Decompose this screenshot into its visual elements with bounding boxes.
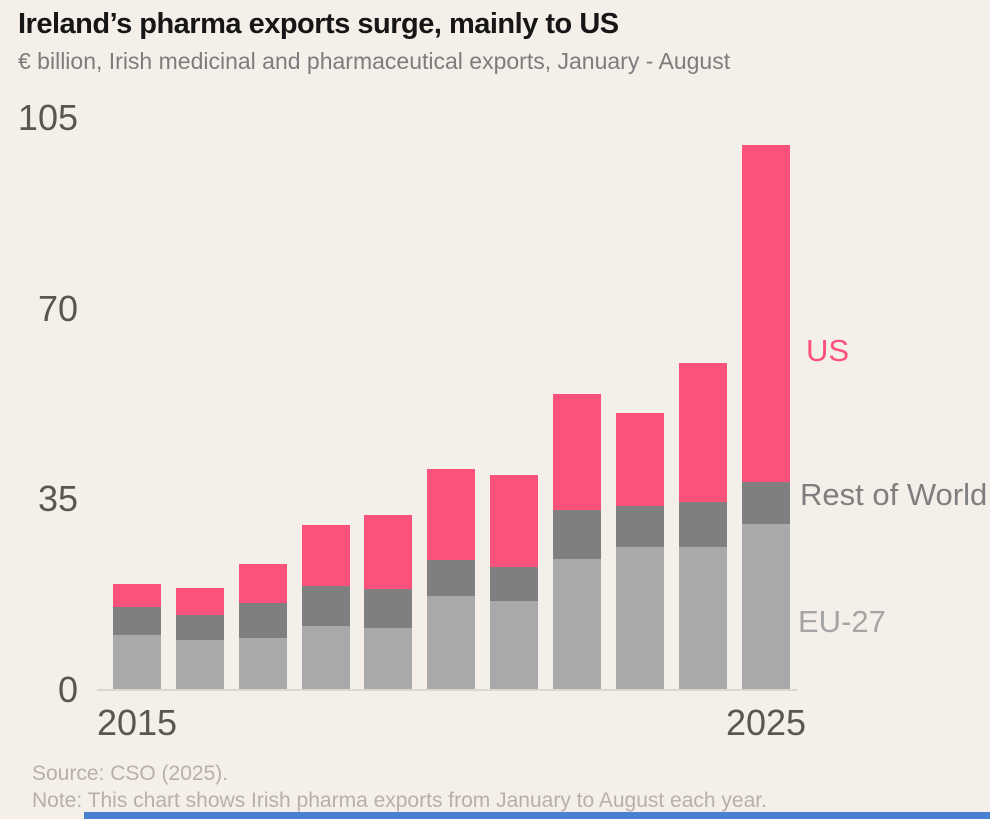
bar-segment-2023-us <box>616 412 664 507</box>
y-tick-label-0: 0 <box>57 669 78 710</box>
page-title: Ireland’s pharma exports surge, mainly t… <box>18 8 619 40</box>
y-tick-label-35: 35 <box>37 478 78 520</box>
bar-segment-2015-us <box>113 584 161 608</box>
bar-segment-2015-rest-of-world <box>113 607 161 635</box>
source-text: Source: CSO (2025). <box>32 762 229 785</box>
bar-segment-2024-eu-27 <box>679 547 727 690</box>
bottom-accent-bar <box>84 812 990 819</box>
y-tick-label-70: 70 <box>37 287 78 329</box>
bar-segment-2021-rest-of-world <box>490 567 538 602</box>
bar-segment-2018-us <box>302 525 350 587</box>
y-tick-label-105: 105 <box>17 97 78 138</box>
bar-segment-2016-eu-27 <box>176 639 224 690</box>
bar-segment-2022-eu-27 <box>553 559 601 690</box>
series-label-rest-of-world: Rest of World <box>800 477 988 512</box>
series-label-us: US <box>806 333 850 368</box>
bar-segment-2024-rest-of-world <box>679 501 727 548</box>
bar-segment-2017-us <box>239 563 287 604</box>
x-tick-label-2015: 2015 <box>96 702 178 743</box>
bar-segment-2025-eu-27 <box>742 524 790 690</box>
x-axis-baseline <box>97 689 797 691</box>
bar-segment-2021-us <box>490 474 538 568</box>
bar-segment-2016-rest-of-world <box>176 614 224 640</box>
bar-segment-2017-eu-27 <box>239 638 287 690</box>
bar-segment-2020-rest-of-world <box>427 560 475 597</box>
bar-segment-2016-us <box>176 588 224 615</box>
bar-segment-2023-eu-27 <box>616 547 664 690</box>
bar-segment-2017-rest-of-world <box>239 603 287 639</box>
x-tick-label-2025: 2025 <box>725 702 807 743</box>
bar-segment-2018-eu-27 <box>302 626 350 690</box>
note-text: Note: This chart shows Irish pharma expo… <box>32 789 767 812</box>
bar-segment-2023-rest-of-world <box>616 506 664 548</box>
bar-segment-2024-us <box>679 363 727 502</box>
bar-segment-2022-us <box>553 393 601 511</box>
bar-segment-2022-rest-of-world <box>553 510 601 560</box>
bar-segment-2021-eu-27 <box>490 601 538 690</box>
page-subtitle: € billion, Irish medicinal and pharmaceu… <box>18 48 731 74</box>
bar-segment-2019-us <box>364 514 412 590</box>
bar-segment-2018-rest-of-world <box>302 586 350 627</box>
bar-segment-2015-eu-27 <box>113 634 161 690</box>
series-label-eu-27: EU-27 <box>798 604 886 639</box>
bar-segment-2019-eu-27 <box>364 627 412 690</box>
bar-segment-2025-us <box>742 145 790 483</box>
bar-segment-2025-rest-of-world <box>742 482 790 525</box>
bar-segment-2020-us <box>427 468 475 561</box>
bar-segment-2019-rest-of-world <box>364 589 412 628</box>
bar-segment-2020-eu-27 <box>427 596 475 690</box>
